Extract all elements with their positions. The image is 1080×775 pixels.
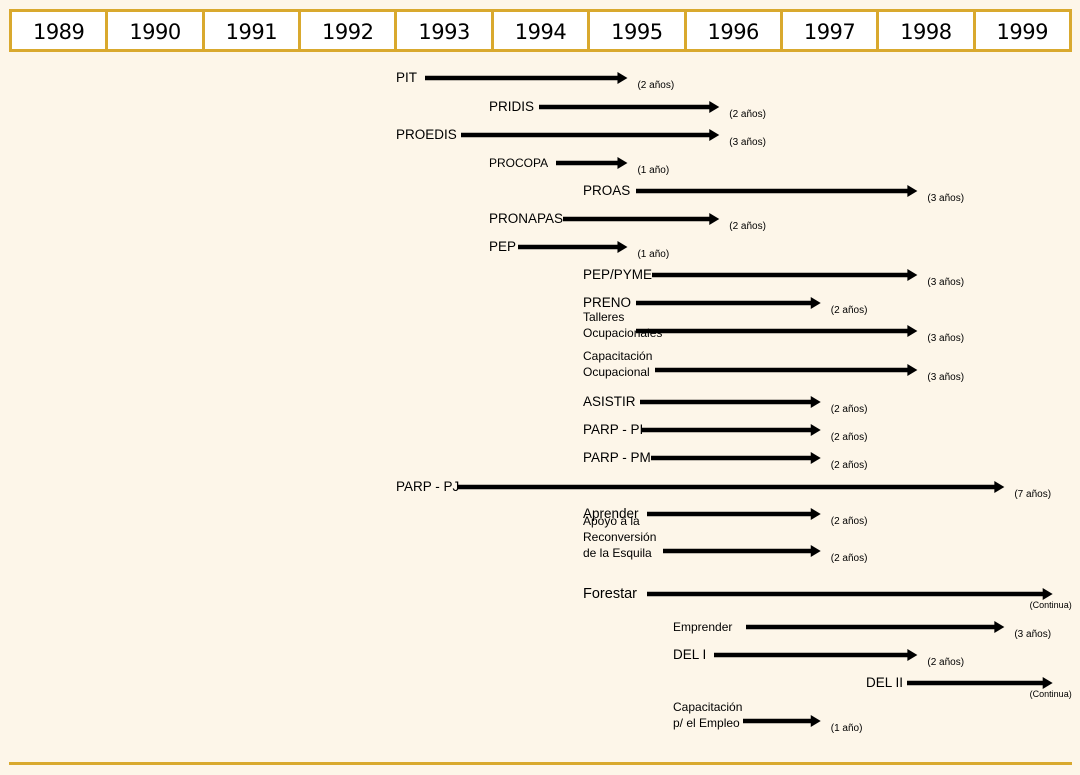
- arrow-head: [709, 101, 720, 113]
- year-cell: 1993: [397, 12, 494, 49]
- year-cell: 1996: [687, 12, 783, 49]
- arrow-head: [1042, 677, 1053, 689]
- duration-label: (2 años): [637, 80, 674, 91]
- arrow-head: [617, 157, 628, 169]
- year-cell: 1990: [108, 12, 205, 49]
- arrow-head: [1042, 588, 1053, 600]
- arrow-head: [810, 424, 821, 436]
- arrow-head: [994, 481, 1005, 493]
- program-label: Aprender: [583, 506, 639, 521]
- year-cell: 1997: [783, 12, 880, 49]
- program-label: PARP - PJ: [396, 479, 459, 494]
- year-header: 1989 1990 1991 1992 1993 1994 1995 1996 …: [9, 9, 1072, 52]
- arrow-head: [810, 545, 821, 557]
- duration-label: (1 año): [637, 249, 669, 260]
- duration-label: (2 años): [831, 404, 868, 415]
- program-label: Capacitación: [583, 349, 652, 363]
- program-label: PRIDIS: [489, 99, 534, 114]
- program-label: Talleres: [583, 310, 624, 324]
- duration-label: (1 año): [637, 165, 669, 176]
- arrow-head: [810, 715, 821, 727]
- duration-label: (Continua): [1030, 600, 1072, 610]
- year-cell: 1989: [12, 12, 109, 49]
- duration-label: (2 años): [831, 432, 868, 443]
- program-label: Ocupacional: [583, 365, 650, 379]
- program-label: Forestar: [583, 586, 637, 602]
- year-cell: 1998: [879, 12, 976, 49]
- duration-label: (2 años): [831, 460, 868, 471]
- duration-label: (3 años): [1014, 629, 1051, 640]
- program-label: DEL I: [673, 647, 706, 662]
- duration-label: (7 años): [1014, 489, 1051, 500]
- year-cell: 1999: [996, 19, 1049, 44]
- duration-label: (3 años): [927, 333, 964, 344]
- program-label: Emprender: [673, 620, 732, 634]
- program-label: p/ el Empleo: [673, 716, 740, 730]
- arrow-head: [907, 325, 918, 337]
- program-label: DEL II: [866, 675, 903, 690]
- program-label: PROAS: [583, 183, 630, 198]
- duration-label: (3 años): [729, 137, 766, 148]
- duration-label: (3 años): [927, 277, 964, 288]
- program-label: ASISTIR: [583, 394, 636, 409]
- year-cell: 1991: [205, 12, 302, 49]
- program-label: Apoyo a la: [583, 514, 640, 528]
- duration-label: (2 años): [729, 109, 766, 120]
- arrow-head: [907, 649, 918, 661]
- duration-label: (3 años): [927, 193, 964, 204]
- program-label: de la Esquila: [583, 546, 652, 560]
- program-label: PEP: [489, 239, 516, 254]
- program-label: PRENO: [583, 295, 631, 310]
- program-label: PROEDIS: [396, 127, 457, 142]
- arrow-head: [994, 621, 1005, 633]
- bottom-rule: [9, 762, 1072, 765]
- year-cell: 1994: [494, 12, 591, 49]
- duration-label: (2 años): [729, 221, 766, 232]
- arrow-head: [617, 241, 628, 253]
- duration-label: (Continua): [1030, 689, 1072, 699]
- duration-label: (2 años): [831, 553, 868, 564]
- arrow-head: [810, 508, 821, 520]
- program-label: PARP - PM: [583, 450, 651, 465]
- program-label: PROCOPA: [489, 156, 548, 170]
- program-label: PARP - PI: [583, 422, 643, 437]
- arrow-head: [709, 213, 720, 225]
- program-label: Capacitación: [673, 700, 742, 714]
- year-cell: 1992: [301, 12, 398, 49]
- duration-label: (2 años): [831, 516, 868, 527]
- duration-label: (2 años): [927, 657, 964, 668]
- arrow-head: [617, 72, 628, 84]
- year-cell: 1995: [590, 12, 687, 49]
- arrow-head: [907, 269, 918, 281]
- arrow-head: [709, 129, 720, 141]
- arrow-head: [810, 297, 821, 309]
- program-label: PEP/PYME: [583, 267, 652, 282]
- arrow-head: [907, 185, 918, 197]
- arrow-head: [907, 364, 918, 376]
- program-label: PIT: [396, 70, 417, 85]
- duration-label: (3 años): [927, 372, 964, 383]
- program-label: PRONAPAS: [489, 211, 563, 226]
- duration-label: (2 años): [831, 305, 868, 316]
- duration-label: (1 año): [831, 723, 863, 734]
- arrow-head: [810, 452, 821, 464]
- program-label: Reconversión: [583, 530, 656, 544]
- arrow-head: [810, 396, 821, 408]
